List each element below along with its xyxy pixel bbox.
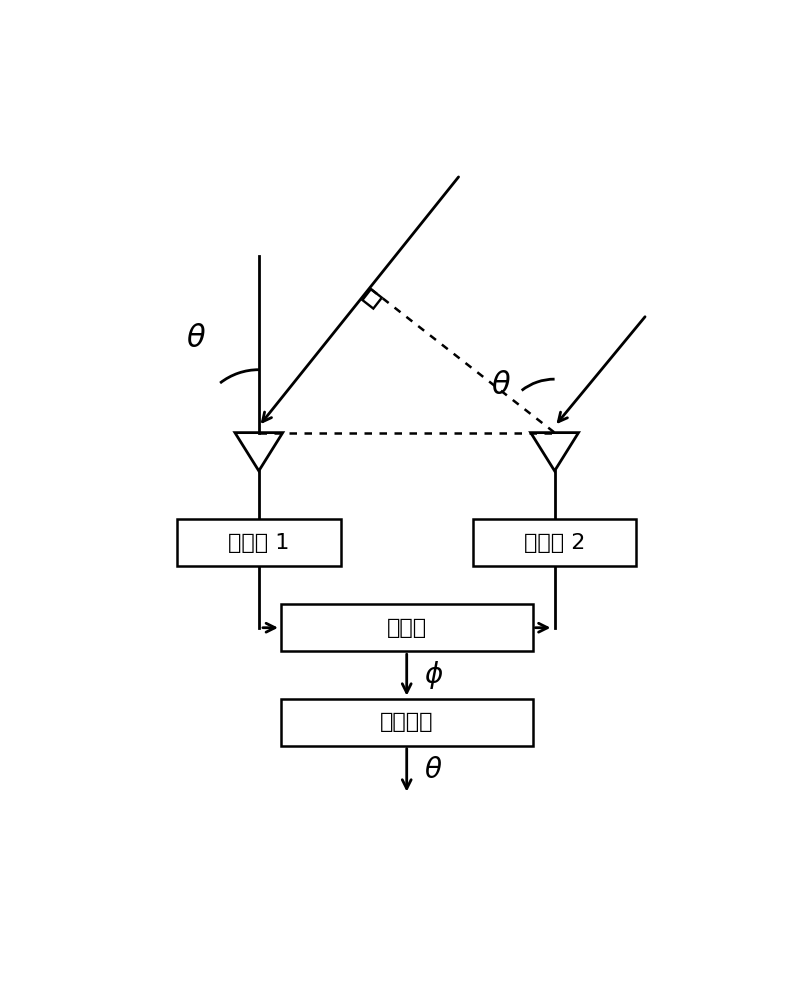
FancyBboxPatch shape [281,699,532,746]
Text: 接收机 1: 接收机 1 [228,533,290,553]
Text: $\theta$: $\theta$ [491,370,510,401]
Text: $\phi$: $\phi$ [424,659,443,691]
FancyBboxPatch shape [472,519,636,566]
FancyBboxPatch shape [281,604,532,651]
Text: $\theta$: $\theta$ [186,323,206,354]
Text: 接收机 2: 接收机 2 [523,533,585,553]
Text: 角度变换: 角度变换 [380,712,433,732]
FancyBboxPatch shape [177,519,341,566]
Text: 鉴相器: 鉴相器 [386,618,427,638]
Text: $\theta$: $\theta$ [424,757,442,784]
